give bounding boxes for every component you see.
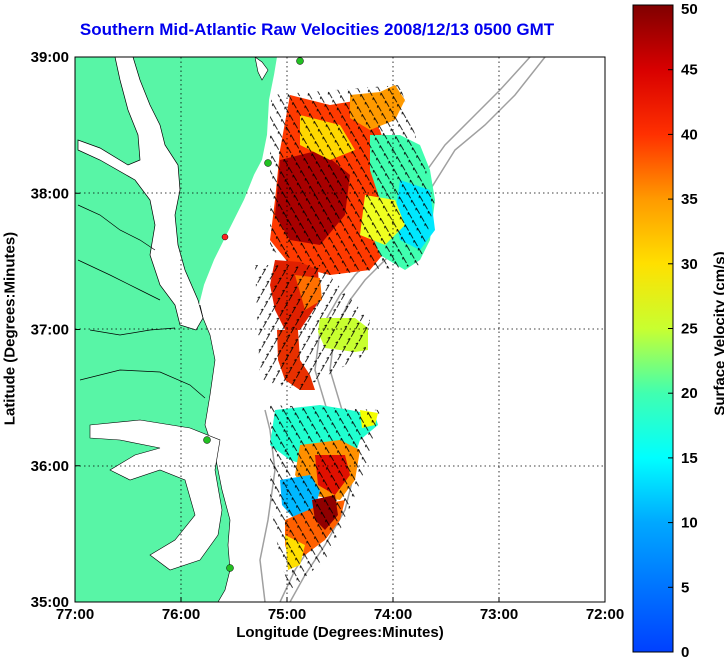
x-tick-label: 77:00	[56, 606, 94, 623]
radar-stations	[203, 57, 304, 572]
x-tick-label: 73:00	[480, 606, 518, 623]
colorbar-tick-label: 40	[681, 126, 698, 143]
colorbar-tick-label: 20	[681, 385, 698, 402]
x-axis-label: Longitude (Degrees:Minutes)	[236, 624, 444, 641]
y-tick-label: 37:00	[31, 322, 69, 339]
y-tick-label: 38:00	[31, 185, 69, 202]
station-marker	[221, 233, 229, 241]
y-axis-label: Latitude (Degrees:Minutes)	[1, 231, 19, 426]
colorbar-tick-label: 25	[681, 321, 698, 338]
rivers	[77, 204, 206, 399]
y-tick-label: 36:00	[31, 458, 69, 475]
x-tick-label: 72:00	[586, 606, 624, 623]
station-marker	[296, 57, 304, 65]
x-tick-label: 74:00	[374, 606, 412, 623]
y-tick-label: 35:00	[31, 594, 69, 611]
vectors-mid	[255, 265, 370, 390]
station-marker	[226, 564, 234, 572]
colorbar-tick-label: 10	[681, 515, 698, 532]
coastline-shelf	[199, 57, 279, 306]
x-tick-label: 75:00	[268, 606, 306, 623]
grid-lines	[75, 57, 605, 602]
velocity-vectors	[255, 85, 435, 590]
station-marker	[203, 436, 211, 444]
colorbar-tick-label: 35	[681, 191, 698, 208]
station-marker	[264, 159, 272, 167]
colorbar-tick-label: 5	[681, 579, 689, 596]
pamlico-sound	[89, 419, 223, 571]
colorbar-tick-label: 50	[681, 1, 698, 18]
x-tick-label: 76:00	[162, 606, 200, 623]
plot-title: Southern Mid-Atlantic Raw Velocities 200…	[79, 20, 555, 39]
colorbar	[632, 4, 674, 653]
chesapeake-bay	[77, 57, 204, 331]
colorbar-tick-label: 15	[681, 450, 698, 467]
colorbar-label: Surface Velocity (cm/s)	[711, 251, 724, 416]
y-tick-labels: 39:00 38:00 37:00 36:00 35:00	[31, 49, 80, 611]
y-tick-label: 39:00	[31, 49, 69, 66]
colorbar-tick-label: 45	[681, 62, 698, 79]
colorbar-tick-label: 0	[681, 644, 689, 659]
vectors-south	[270, 405, 380, 590]
colorbar-tick-labels: 0 5 10 15 20 25 30 35 40 45 50	[668, 1, 698, 659]
delaware-bay	[254, 57, 269, 81]
x-tick-labels: 77:00 76:00 75:00 74:00 73:00 72:00	[56, 597, 624, 623]
vectors-north	[270, 85, 435, 275]
colorbar-tick-label: 30	[681, 256, 698, 273]
